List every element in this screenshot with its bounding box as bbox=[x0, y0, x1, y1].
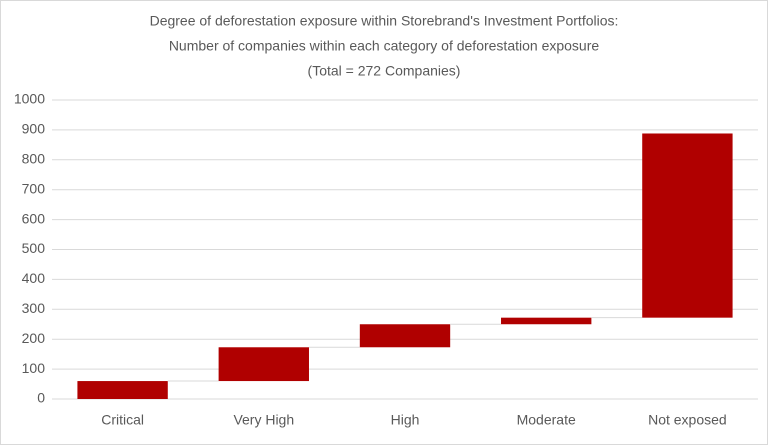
y-tick-label: 500 bbox=[22, 240, 46, 256]
y-tick-label: 1000 bbox=[14, 91, 45, 107]
x-tick-label: High bbox=[391, 412, 420, 428]
y-tick-label: 100 bbox=[22, 360, 46, 376]
chart-title: Number of companies within each category… bbox=[169, 38, 600, 54]
y-tick-label: 900 bbox=[22, 121, 46, 137]
y-tick-label: 700 bbox=[22, 180, 46, 196]
y-tick-label: 400 bbox=[22, 270, 46, 286]
y-tick-label: 300 bbox=[22, 300, 46, 316]
y-tick-label: 0 bbox=[37, 390, 45, 406]
chart-title: Degree of deforestation exposure within … bbox=[150, 13, 619, 29]
bar bbox=[359, 324, 451, 348]
x-tick-label: Very High bbox=[233, 412, 294, 428]
x-tick-label: Moderate bbox=[517, 412, 576, 428]
x-tick-label: Critical bbox=[101, 412, 144, 428]
bar bbox=[218, 347, 309, 382]
bar bbox=[642, 133, 733, 318]
y-tick-label: 800 bbox=[22, 151, 46, 167]
chart-title: (Total = 272 Companies) bbox=[308, 63, 461, 79]
x-tick-label: Not exposed bbox=[648, 412, 727, 428]
bar bbox=[501, 317, 592, 325]
y-tick-label: 600 bbox=[22, 210, 46, 226]
y-tick-label: 200 bbox=[22, 330, 46, 346]
bar bbox=[77, 381, 168, 399]
